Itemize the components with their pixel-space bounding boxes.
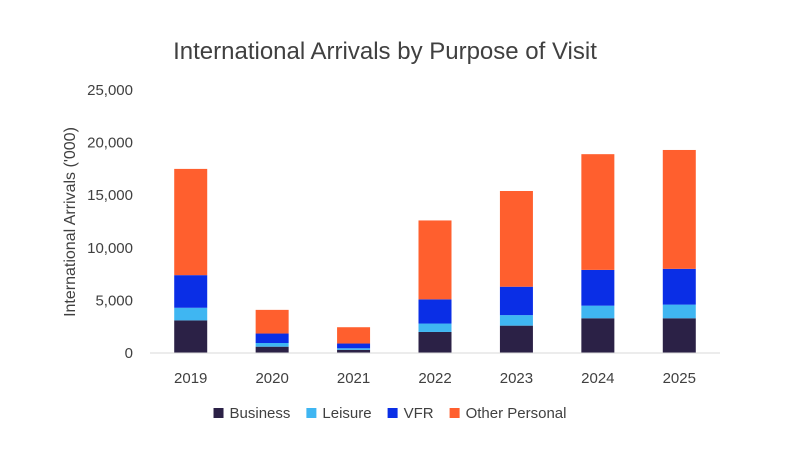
- bar-segment-other-personal: [174, 168, 208, 276]
- bar-segment-other-personal: [662, 149, 696, 269]
- bar-segment-vfr: [581, 269, 615, 306]
- bar-segment-vfr: [499, 286, 533, 316]
- y-ticks: 0 5,000 10,000 15,000 20,000 25,000: [87, 82, 133, 362]
- legend: Business Leisure VFR Other Personal: [213, 405, 567, 422]
- y-tick-label: 25,000: [87, 82, 133, 99]
- bar-segment-leisure: [418, 323, 452, 332]
- legend-label: Leisure: [322, 405, 371, 422]
- legend-item: VFR: [387, 405, 434, 422]
- x-tick-label: 2022: [418, 370, 451, 387]
- x-tick-label: 2024: [581, 370, 614, 387]
- bar-segment-vfr: [255, 333, 289, 344]
- legend-item: Leisure: [306, 405, 372, 422]
- chart-title: International Arrivals by Purpose of Vis…: [173, 38, 597, 65]
- bar-segment-vfr: [418, 299, 452, 324]
- y-tick-label: 15,000: [87, 187, 133, 204]
- bar-segment-business: [255, 346, 289, 353]
- y-tick-label: 0: [125, 345, 133, 362]
- bar-segment-leisure: [499, 315, 533, 326]
- x-tick-label: 2025: [663, 370, 696, 387]
- x-tick-label: 2019: [174, 370, 207, 387]
- y-tick-label: 5,000: [95, 292, 133, 309]
- x-tick-label: 2020: [255, 370, 288, 387]
- bar-segment-business: [418, 331, 452, 353]
- bar-segment-vfr: [662, 268, 696, 305]
- bar-segment-other-personal: [337, 327, 371, 344]
- bar-segment-other-personal: [255, 309, 289, 334]
- bar-segment-business: [662, 318, 696, 353]
- bar-segment-leisure: [255, 343, 289, 347]
- y-tick-label: 20,000: [87, 135, 133, 152]
- bar-segment-vfr: [174, 275, 208, 308]
- bar-segment-other-personal: [499, 190, 533, 287]
- y-tick-label: 10,000: [87, 240, 133, 257]
- legend-item: Other Personal: [449, 405, 567, 422]
- legend-item: Business: [213, 405, 291, 422]
- legend-label: Other Personal: [466, 405, 567, 422]
- legend-label: Business: [230, 405, 291, 422]
- y-axis-label: International Arrivals ('000): [62, 127, 79, 317]
- bar-segment-leisure: [337, 348, 371, 350]
- bar-segment-leisure: [662, 304, 696, 319]
- legend-swatch: [306, 408, 317, 418]
- bar-segment-business: [337, 349, 371, 353]
- bar-segment-business: [499, 325, 533, 353]
- bar-segment-vfr: [337, 343, 371, 349]
- x-tick-label: 2021: [337, 370, 370, 387]
- legend-label: VFR: [404, 405, 434, 422]
- x-tick-label: 2023: [500, 370, 533, 387]
- bar-segment-leisure: [581, 305, 615, 319]
- bar-segment-other-personal: [418, 220, 452, 300]
- bar-segment-business: [174, 320, 208, 353]
- legend-swatch: [387, 408, 398, 418]
- bars: [174, 149, 696, 353]
- x-ticks: 2019 2020 2021 2022 2023 2024 2025: [174, 370, 696, 387]
- bar-segment-other-personal: [581, 154, 615, 270]
- legend-swatch: [449, 408, 460, 418]
- bar-segment-leisure: [174, 307, 208, 321]
- legend-swatch: [213, 408, 224, 418]
- bar-segment-business: [581, 318, 615, 353]
